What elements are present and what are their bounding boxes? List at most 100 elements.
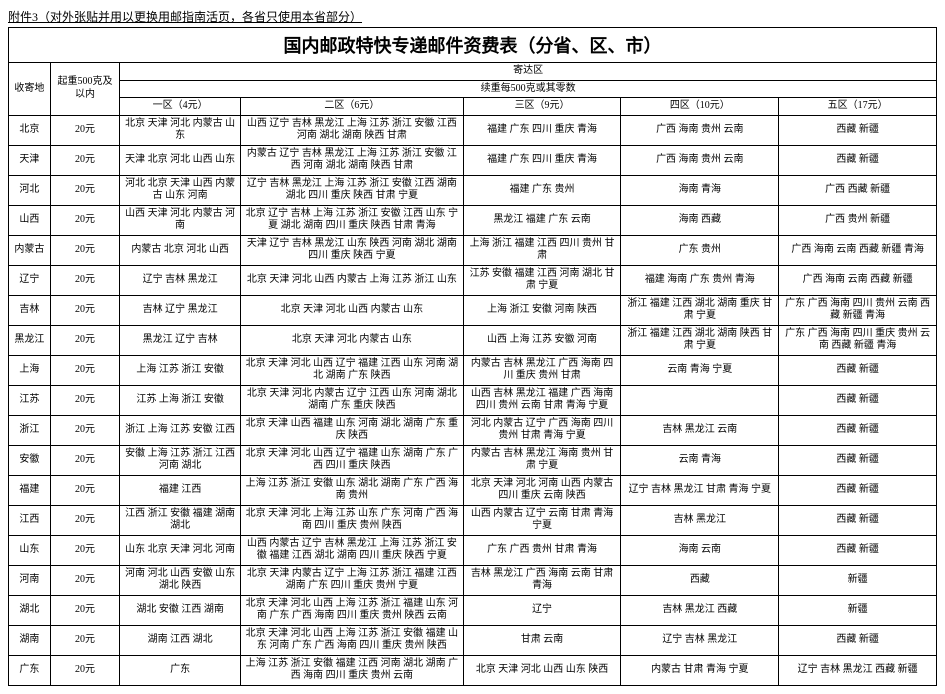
attachment-note: 附件3（对外张贴并用以更换用邮指南活页，各省只使用本省部分） bbox=[8, 8, 937, 25]
table-cell: 广东 广西 贵州 甘肃 青海 bbox=[463, 535, 621, 565]
table-cell: 广西 海南 贵州 云南 bbox=[621, 115, 779, 145]
table-cell: 辽宁 bbox=[463, 595, 621, 625]
table-cell: 云南 青海 bbox=[621, 445, 779, 475]
table-cell: 山西 天津 河北 内蒙古 河南 bbox=[120, 205, 241, 235]
table-cell: 20元 bbox=[50, 175, 120, 205]
table-cell: 吉林 黑龙江 西藏 bbox=[621, 595, 779, 625]
table-cell: 黑龙江 bbox=[9, 325, 51, 355]
table-cell bbox=[621, 385, 779, 415]
table-cell: 内蒙古 甘肃 青海 宁夏 bbox=[621, 655, 779, 685]
table-cell: 河北 bbox=[9, 175, 51, 205]
table-cell: 山西 bbox=[9, 205, 51, 235]
table-cell: 天津 辽宁 吉林 黑龙江 山东 陕西 河南 湖北 湖南 四川 重庆 陕西 宁夏 bbox=[240, 235, 463, 265]
table-row: 福建20元福建 江西上海 江苏 浙江 安徽 山东 湖北 湖南 广东 广西 海南 … bbox=[9, 475, 937, 505]
table-cell: 北京 天津 河北 上海 江苏 山东 广东 河南 广西 海南 四川 重庆 贵州 陕… bbox=[240, 505, 463, 535]
table-cell: 福建 广东 贵州 bbox=[463, 175, 621, 205]
table-cell: 江苏 bbox=[9, 385, 51, 415]
table-cell: 20元 bbox=[50, 115, 120, 145]
table-cell: 辽宁 吉林 黑龙江 甘肃 青海 宁夏 bbox=[621, 475, 779, 505]
table-cell: 上海 浙江 福建 江西 四川 贵州 甘肃 bbox=[463, 235, 621, 265]
table-cell: 20元 bbox=[50, 325, 120, 355]
table-cell: 广西 海南 云南 西藏 新疆 bbox=[779, 265, 937, 295]
table-cell: 山东 北京 天津 河北 河南 bbox=[120, 535, 241, 565]
page-title: 国内邮政特快专递邮件资费表（分省、区、市） bbox=[8, 27, 937, 62]
table-cell: 广西 海南 云南 西藏 新疆 青海 bbox=[779, 235, 937, 265]
table-row: 河南20元河南 河北 山西 安徽 山东 湖北 陕西北京 天津 内蒙古 辽宁 上海… bbox=[9, 565, 937, 595]
table-cell: 西藏 新疆 bbox=[779, 385, 937, 415]
table-cell: 湖北 bbox=[9, 595, 51, 625]
table-cell: 20元 bbox=[50, 145, 120, 175]
table-row: 江西20元江西 浙江 安徽 福建 湖南 湖北北京 天津 河北 上海 江苏 山东 … bbox=[9, 505, 937, 535]
table-cell: 黑龙江 辽宁 吉林 bbox=[120, 325, 241, 355]
table-row: 安徽20元安徽 上海 江苏 浙江 江西 河南 湖北北京 天津 河北 山西 辽宁 … bbox=[9, 445, 937, 475]
table-cell: 湖南 江西 湖北 bbox=[120, 625, 241, 655]
table-cell: 北京 天津 山西 福建 山东 河南 湖北 湖南 广东 重庆 陕西 bbox=[240, 415, 463, 445]
table-cell: 辽宁 bbox=[9, 265, 51, 295]
table-cell: 山西 内蒙古 辽宁 吉林 黑龙江 上海 江苏 浙江 安徽 福建 江西 湖北 湖南… bbox=[240, 535, 463, 565]
table-cell: 福建 广东 四川 重庆 青海 bbox=[463, 145, 621, 175]
table-cell: 上海 bbox=[9, 355, 51, 385]
table-cell: 20元 bbox=[50, 295, 120, 325]
table-row: 内蒙古20元内蒙古 北京 河北 山西天津 辽宁 吉林 黑龙江 山东 陕西 河南 … bbox=[9, 235, 937, 265]
table-cell: 内蒙古 bbox=[9, 235, 51, 265]
table-cell: 北京 天津 河北 内蒙古 山东 bbox=[240, 325, 463, 355]
table-row: 山东20元山东 北京 天津 河北 河南山西 内蒙古 辽宁 吉林 黑龙江 上海 江… bbox=[9, 535, 937, 565]
table-cell: 西藏 新疆 bbox=[779, 355, 937, 385]
table-cell: 西藏 新疆 bbox=[779, 415, 937, 445]
table-row: 天津20元天津 北京 河北 山西 山东内蒙古 辽宁 吉林 黑龙江 上海 江苏 浙… bbox=[9, 145, 937, 175]
table-cell: 20元 bbox=[50, 475, 120, 505]
table-cell: 20元 bbox=[50, 265, 120, 295]
table-cell: 安徽 bbox=[9, 445, 51, 475]
table-cell: 黑龙江 福建 广东 云南 bbox=[463, 205, 621, 235]
table-cell: 上海 江苏 浙江 安徽 bbox=[120, 355, 241, 385]
table-cell: 湖北 安徽 江西 湖南 bbox=[120, 595, 241, 625]
table-cell: 20元 bbox=[50, 355, 120, 385]
table-row: 广东20元广东上海 江苏 浙江 安徽 福建 江西 河南 湖北 湖南 广西 海南 … bbox=[9, 655, 937, 685]
table-cell: 广西 西藏 新疆 bbox=[779, 175, 937, 205]
table-cell: 广东 贵州 bbox=[621, 235, 779, 265]
tariff-table: 收寄地 起重500克及以内 寄达区 续重每500克或其零数 一区（4元） 二区（… bbox=[8, 62, 937, 686]
table-cell: 北京 天津 河北 山西 内蒙古 上海 江苏 浙江 山东 bbox=[240, 265, 463, 295]
table-row: 上海20元上海 江苏 浙江 安徽北京 天津 河北 山西 辽宁 福建 江西 山东 … bbox=[9, 355, 937, 385]
table-cell: 新疆 bbox=[779, 565, 937, 595]
col-send-zone: 寄达区 bbox=[120, 63, 937, 81]
table-cell: 北京 天津 河北 河南 山西 内蒙古 四川 重庆 云南 陕西 bbox=[463, 475, 621, 505]
table-cell: 甘肃 云南 bbox=[463, 625, 621, 655]
table-cell: 江苏 上海 浙江 安徽 bbox=[120, 385, 241, 415]
table-cell: 山西 上海 江苏 安徽 河南 bbox=[463, 325, 621, 355]
table-cell: 广东 bbox=[120, 655, 241, 685]
table-cell: 西藏 bbox=[621, 565, 779, 595]
col-zone-3: 三区（9元） bbox=[463, 98, 621, 116]
table-cell: 20元 bbox=[50, 565, 120, 595]
col-cont-weight: 续重每500克或其零数 bbox=[120, 80, 937, 98]
table-cell: 福建 江西 bbox=[120, 475, 241, 505]
table-row: 黑龙江20元黑龙江 辽宁 吉林北京 天津 河北 内蒙古 山东山西 上海 江苏 安… bbox=[9, 325, 937, 355]
table-cell: 20元 bbox=[50, 385, 120, 415]
table-cell: 西藏 新疆 bbox=[779, 505, 937, 535]
table-cell: 内蒙古 辽宁 吉林 黑龙江 上海 江苏 浙江 安徽 江西 河南 湖北 湖南 陕西… bbox=[240, 145, 463, 175]
table-cell: 北京 bbox=[9, 115, 51, 145]
table-cell: 辽宁 吉林 黑龙江 西藏 新疆 bbox=[779, 655, 937, 685]
table-cell: 云南 青海 宁夏 bbox=[621, 355, 779, 385]
table-cell: 北京 天津 河北 山西 上海 江苏 浙江 福建 山东 河南 广东 广西 海南 四… bbox=[240, 595, 463, 625]
table-cell: 广西 贵州 新疆 bbox=[779, 205, 937, 235]
table-cell: 广西 海南 贵州 云南 bbox=[621, 145, 779, 175]
table-cell: 福建 bbox=[9, 475, 51, 505]
table-row: 吉林20元吉林 辽宁 黑龙江北京 天津 河北 山西 内蒙古 山东上海 浙江 安徽… bbox=[9, 295, 937, 325]
table-row: 北京20元北京 天津 河北 内蒙古 山东山西 辽宁 吉林 黑龙江 上海 江苏 浙… bbox=[9, 115, 937, 145]
table-cell: 20元 bbox=[50, 535, 120, 565]
table-cell: 北京 天津 河北 山西 内蒙古 山东 bbox=[240, 295, 463, 325]
table-cell: 20元 bbox=[50, 655, 120, 685]
table-cell: 安徽 上海 江苏 浙江 江西 河南 湖北 bbox=[120, 445, 241, 475]
table-cell: 西藏 新疆 bbox=[779, 535, 937, 565]
table-cell: 广东 广西 海南 四川 重庆 贵州 云南 西藏 新疆 青海 bbox=[779, 325, 937, 355]
table-cell: 山西 内蒙古 辽宁 云南 甘肃 青海 宁夏 bbox=[463, 505, 621, 535]
table-cell: 湖南 bbox=[9, 625, 51, 655]
table-cell: 海南 青海 bbox=[621, 175, 779, 205]
table-cell: 吉林 黑龙江 云南 bbox=[621, 415, 779, 445]
col-zone-5: 五区（17元） bbox=[779, 98, 937, 116]
col-dest: 收寄地 bbox=[9, 63, 51, 116]
table-cell: 北京 天津 河北 内蒙古 辽宁 江西 山东 河南 湖北 湖南 广东 重庆 陕西 bbox=[240, 385, 463, 415]
table-cell: 20元 bbox=[50, 415, 120, 445]
table-cell: 20元 bbox=[50, 235, 120, 265]
